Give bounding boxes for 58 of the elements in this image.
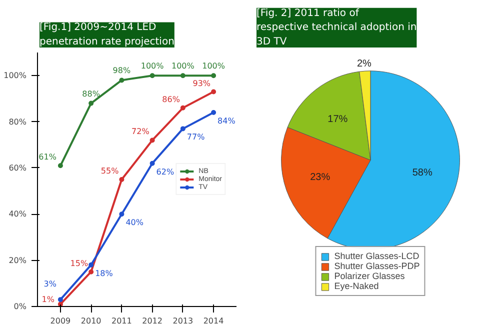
point (211, 110, 216, 116)
data-label: 1% (42, 295, 55, 304)
y-tick-label: 0% (14, 302, 27, 311)
data-label: 58% (412, 167, 432, 178)
data-label: 77% (186, 132, 206, 142)
data-label: 40% (126, 218, 144, 228)
point (88, 262, 94, 268)
point (180, 126, 186, 132)
chart-title: [Fig. 2] 2011 ratio of respective technical adoption in 3D TV (256, 8, 417, 48)
data-label: 2% (357, 58, 372, 70)
point (119, 177, 124, 182)
data-label: 3% (44, 280, 57, 289)
data-label: 55% (100, 166, 120, 176)
chart-title: [Fig.1] 2009~2014 LED penetration rate projection (40, 22, 174, 48)
point (211, 73, 216, 78)
data-label: 23% (310, 172, 330, 184)
data-label: 88% (82, 89, 100, 98)
x-tick-label: 2009 (50, 316, 71, 326)
legend-label: Eye-Naked (334, 281, 379, 291)
data-label: 17% (328, 114, 348, 125)
y-tick-label: 100% (4, 71, 27, 80)
point (211, 89, 216, 94)
point (58, 163, 63, 168)
point (58, 302, 63, 306)
y-tick-label: 60% (8, 163, 27, 172)
point (150, 138, 155, 143)
data-label: 86% (162, 94, 180, 104)
data-label: 93% (192, 78, 211, 88)
x-tick-label: 2010 (80, 316, 102, 326)
data-label: 62% (156, 167, 174, 176)
x-tick-label: 2011 (112, 316, 132, 326)
data-label: 100% (140, 62, 164, 71)
legend-label: Polarizer Glasses (334, 271, 405, 281)
data-label: 18% (95, 268, 114, 278)
data-label: 100% (171, 62, 195, 71)
y-tick-label: 40% (8, 210, 27, 219)
y-tick-label: 20% (8, 256, 27, 265)
point (119, 212, 124, 217)
x-tick-label: 2012 (142, 316, 162, 326)
data-label: 100% (202, 62, 226, 71)
x-tick-label: 2014 (203, 316, 224, 326)
data-label: 72% (132, 127, 150, 136)
point (150, 73, 155, 78)
data-label: 15% (70, 258, 88, 268)
y-tick-label: 80% (8, 117, 27, 126)
data-label: 84% (218, 116, 236, 126)
point (150, 160, 155, 166)
legend-label: Shutter Glasses-PDP (334, 261, 420, 271)
point (88, 100, 94, 106)
data-label: 98% (112, 66, 131, 76)
legend-label: Shutter Glasses-LCD (334, 251, 420, 261)
point (180, 105, 186, 110)
data-label: 61% (38, 152, 57, 162)
point (180, 73, 186, 78)
point (58, 297, 63, 302)
point (119, 78, 124, 83)
point (88, 269, 94, 274)
x-tick-label: 2013 (172, 316, 194, 326)
